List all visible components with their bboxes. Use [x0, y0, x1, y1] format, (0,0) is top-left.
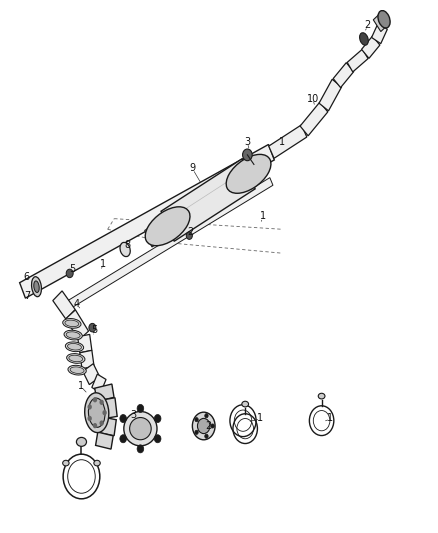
Ellipse shape	[120, 243, 130, 256]
Circle shape	[120, 415, 127, 423]
Polygon shape	[361, 36, 380, 59]
Circle shape	[195, 417, 198, 422]
Circle shape	[88, 416, 92, 421]
Ellipse shape	[34, 281, 39, 293]
Text: 7: 7	[24, 290, 30, 301]
Text: 1: 1	[260, 211, 266, 221]
Circle shape	[205, 434, 208, 438]
Circle shape	[137, 445, 144, 453]
Ellipse shape	[63, 461, 69, 466]
Text: 3: 3	[131, 410, 137, 421]
Text: 1: 1	[279, 136, 286, 147]
Ellipse shape	[76, 438, 87, 446]
Circle shape	[89, 324, 96, 332]
Polygon shape	[333, 63, 354, 87]
Polygon shape	[83, 364, 100, 385]
Polygon shape	[373, 12, 389, 31]
Ellipse shape	[69, 355, 83, 362]
Polygon shape	[319, 79, 342, 111]
Text: 5: 5	[70, 264, 76, 274]
Text: 10: 10	[307, 94, 319, 104]
Polygon shape	[245, 156, 268, 182]
Ellipse shape	[65, 342, 84, 352]
Text: 3: 3	[244, 136, 251, 147]
Ellipse shape	[67, 343, 81, 350]
Text: 1: 1	[327, 413, 333, 423]
Text: 1: 1	[100, 259, 106, 269]
Polygon shape	[80, 350, 94, 369]
Circle shape	[243, 149, 252, 161]
Ellipse shape	[378, 11, 390, 28]
Ellipse shape	[130, 417, 151, 440]
Circle shape	[195, 430, 198, 434]
Polygon shape	[161, 159, 255, 241]
Ellipse shape	[85, 393, 109, 433]
Circle shape	[192, 412, 215, 440]
Polygon shape	[97, 416, 116, 435]
Text: 1: 1	[78, 381, 85, 391]
Ellipse shape	[145, 207, 190, 246]
Text: 4: 4	[74, 298, 80, 309]
Circle shape	[102, 410, 107, 415]
Ellipse shape	[318, 393, 325, 399]
Circle shape	[120, 435, 127, 443]
Ellipse shape	[94, 461, 100, 466]
Ellipse shape	[67, 353, 85, 364]
Text: 6: 6	[24, 272, 30, 282]
Polygon shape	[300, 102, 328, 136]
Circle shape	[211, 424, 214, 428]
Polygon shape	[53, 291, 75, 319]
Circle shape	[66, 269, 73, 278]
Ellipse shape	[64, 330, 82, 340]
Circle shape	[93, 397, 97, 402]
Circle shape	[205, 414, 208, 418]
Ellipse shape	[70, 367, 84, 374]
Ellipse shape	[63, 319, 81, 328]
Ellipse shape	[65, 320, 79, 327]
Polygon shape	[66, 310, 88, 340]
Polygon shape	[60, 177, 273, 313]
Polygon shape	[95, 432, 113, 449]
Polygon shape	[95, 384, 114, 401]
Ellipse shape	[88, 398, 105, 427]
Text: 8: 8	[124, 240, 131, 250]
Circle shape	[93, 423, 97, 429]
Polygon shape	[347, 49, 368, 72]
Polygon shape	[269, 125, 307, 158]
Ellipse shape	[360, 33, 368, 45]
Text: 2: 2	[187, 227, 194, 237]
Circle shape	[154, 435, 161, 443]
Polygon shape	[78, 334, 92, 353]
Text: 9: 9	[190, 163, 196, 173]
Polygon shape	[371, 23, 387, 44]
Polygon shape	[92, 374, 106, 393]
Text: 5: 5	[92, 325, 98, 335]
Text: 1: 1	[258, 413, 264, 423]
Ellipse shape	[32, 277, 42, 297]
Circle shape	[198, 418, 210, 433]
Polygon shape	[20, 144, 274, 298]
Circle shape	[137, 405, 144, 413]
Polygon shape	[96, 398, 117, 419]
Ellipse shape	[226, 155, 271, 193]
Text: 2: 2	[205, 421, 211, 431]
Circle shape	[154, 415, 161, 423]
Polygon shape	[145, 218, 171, 247]
Ellipse shape	[242, 401, 248, 407]
Circle shape	[88, 404, 92, 409]
Ellipse shape	[124, 411, 157, 446]
Ellipse shape	[68, 365, 86, 375]
Circle shape	[99, 400, 104, 405]
Text: 2: 2	[364, 20, 371, 30]
Circle shape	[99, 421, 104, 426]
Ellipse shape	[66, 332, 80, 338]
Circle shape	[186, 232, 192, 239]
